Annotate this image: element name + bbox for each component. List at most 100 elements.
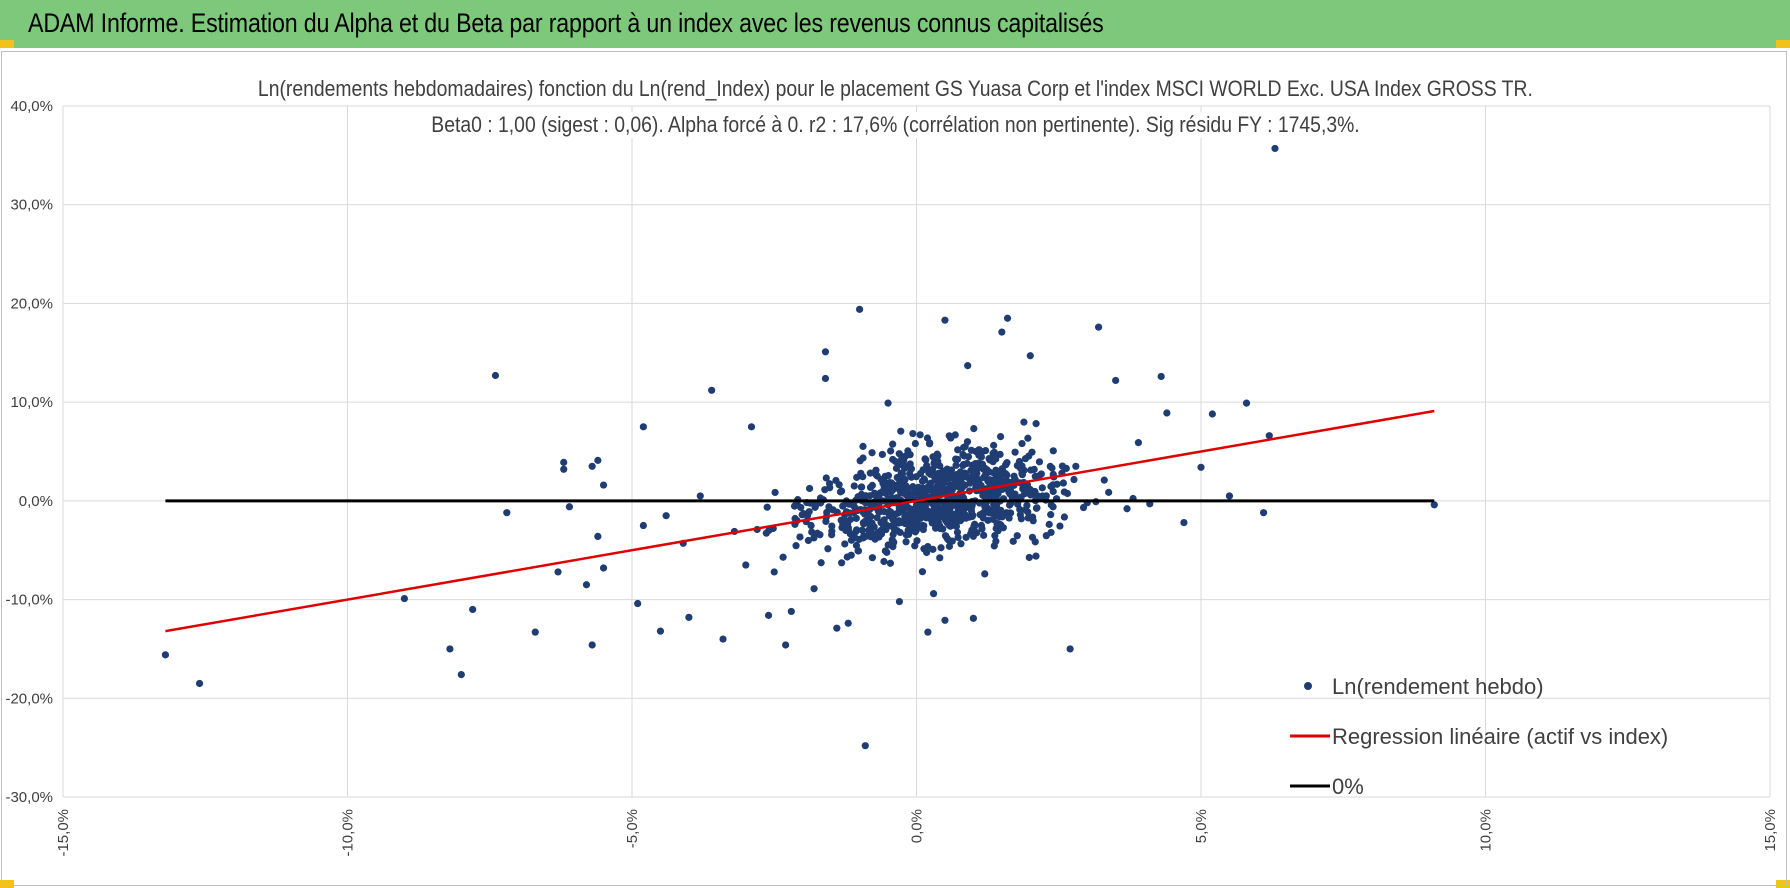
scatter-point (981, 570, 989, 578)
scatter-point (856, 457, 864, 465)
legend-label-regression: Regression linéaire (actif vs index) (1332, 724, 1668, 749)
scatter-point (931, 509, 939, 517)
scatter-point (924, 542, 932, 551)
x-tick-label: -15,0% (55, 809, 72, 857)
scatter-point (993, 469, 1001, 477)
scatter-point (899, 461, 908, 469)
scatter-point (791, 514, 799, 523)
legend-marker-points (1304, 682, 1312, 690)
scatter-point (1024, 434, 1032, 442)
scatter-point (1024, 514, 1032, 522)
scatter-point (936, 554, 944, 562)
scatter-point (790, 502, 799, 510)
scatter-point (457, 670, 465, 679)
scatter-point (554, 568, 562, 576)
scatter-point (858, 526, 866, 534)
scatter-point (807, 521, 815, 530)
scatter-point (929, 453, 937, 461)
scatter-point (1056, 522, 1064, 530)
scatter-point (880, 516, 888, 524)
scatter-point (917, 507, 925, 515)
scatter-point (825, 503, 833, 511)
scatter-point (912, 493, 920, 501)
scatter-point (1033, 492, 1041, 500)
scatter-point (855, 535, 863, 543)
data-points (161, 144, 1438, 750)
scatter-point (161, 651, 170, 659)
scatter-point (822, 474, 830, 482)
scatter-point (764, 611, 773, 619)
scatter-point (828, 522, 836, 530)
scatter-point (565, 503, 574, 511)
x-tick-label: 0,0% (909, 809, 926, 843)
scatter-point (1020, 418, 1028, 426)
scatter-point (796, 533, 804, 541)
scatter-point (1157, 372, 1165, 381)
scatter-point (963, 438, 972, 446)
scatter-point (948, 521, 956, 530)
scatter-point (810, 585, 818, 593)
chart-title: Ln(rendements hebdomadaires) fonction du… (0, 76, 1790, 102)
scatter-point (990, 542, 998, 550)
scatter-point (964, 362, 972, 370)
scatter-point (997, 506, 1005, 514)
scatter-point (858, 483, 866, 491)
scatter-point (923, 548, 931, 557)
scatter-point (909, 429, 917, 438)
scatter-point (582, 581, 591, 589)
scatter-point (881, 547, 889, 555)
scatter-point (958, 505, 966, 513)
scatter-point (560, 458, 568, 466)
scatter-point (874, 507, 883, 515)
scatter-point (821, 348, 830, 356)
scatter-point (880, 557, 888, 566)
scatter-point (1017, 465, 1025, 473)
scatter-point (1018, 439, 1026, 448)
scatter-point (970, 522, 978, 530)
scatter-point (1072, 462, 1080, 470)
scatter-point (893, 473, 901, 482)
scatter-point (1066, 645, 1074, 653)
scatter-point (1006, 486, 1015, 495)
scatter-point (904, 521, 913, 529)
scatter-point (823, 508, 831, 517)
corner-marker (1776, 40, 1790, 48)
scatter-point (975, 451, 983, 459)
scatter-point (531, 628, 539, 636)
scatter-point (1180, 518, 1188, 527)
scatter-point (639, 423, 647, 431)
y-tick-label: -30,0% (5, 789, 53, 806)
scatter-point (446, 645, 454, 653)
scatter-point (964, 453, 973, 461)
scatter-point (1094, 323, 1103, 331)
scatter-point (963, 459, 971, 468)
y-tick-label: 40,0% (10, 98, 53, 115)
scatter-point (798, 511, 806, 519)
scatter-point (929, 590, 938, 598)
scatter-point (1242, 399, 1251, 407)
scatter-point (844, 526, 852, 534)
scatter-point (967, 446, 976, 454)
scatter-point (958, 483, 966, 492)
scatter-point (859, 473, 867, 481)
scatter-point (895, 597, 904, 606)
scatter-point (937, 544, 945, 552)
scatter-point (873, 514, 881, 522)
scatter-point (1021, 506, 1030, 514)
scatter-point (1017, 493, 1025, 501)
scatter-point (919, 490, 927, 498)
scatter-point (1105, 488, 1113, 496)
scatter-point (919, 466, 927, 474)
scatter-point (1027, 466, 1035, 474)
scatter-point (833, 624, 841, 632)
scatter-point (708, 386, 716, 394)
scatter-point (835, 481, 843, 489)
scatter-point (1011, 448, 1019, 456)
scatter-point (469, 605, 477, 614)
scatter-point (966, 513, 974, 521)
scatter-point (1005, 514, 1013, 522)
scatter-point (1100, 476, 1108, 484)
scatter-point (889, 523, 898, 531)
scatter-point (992, 455, 1000, 463)
scatter-point (941, 316, 949, 324)
